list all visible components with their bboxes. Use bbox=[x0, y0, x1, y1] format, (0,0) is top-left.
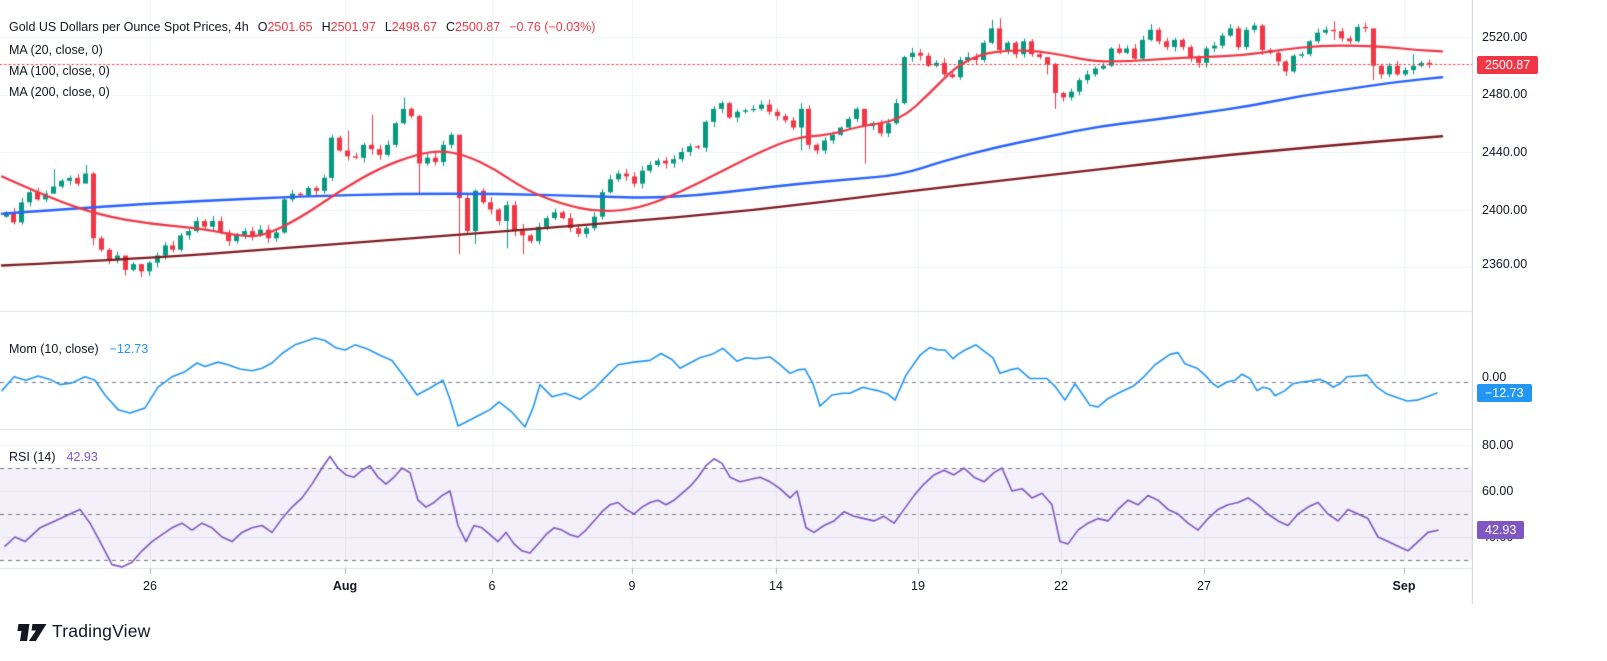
price-axis-label: 60.00 bbox=[1482, 484, 1514, 498]
footer: TradingView bbox=[0, 604, 1607, 661]
indicator-legend-ma20[interactable]: MA (20, close, 0) bbox=[9, 43, 103, 57]
indicator-legend-mom[interactable]: Mom (10, close) −12.73 bbox=[9, 342, 148, 356]
time-axis-label: 22 bbox=[1054, 579, 1068, 593]
price-axis[interactable]: 2500.87 −12.73 42.93 2520.00 2480.00 2440.… bbox=[1473, 0, 1607, 604]
mom-value-badge: −12.73 bbox=[1477, 384, 1532, 402]
price-axis-label: 0.00 bbox=[1482, 370, 1507, 384]
indicator-legend-ma200[interactable]: MA (200, close, 0) bbox=[9, 85, 110, 99]
tradingview-logo-text[interactable]: TradingView bbox=[52, 621, 151, 641]
time-axis-label: 9 bbox=[628, 579, 636, 593]
mom-value: −12.73 bbox=[109, 342, 149, 356]
ma200-label: MA (200, close, 0) bbox=[9, 85, 110, 99]
time-axis-label: Sep bbox=[1392, 579, 1416, 593]
time-axis-label: 27 bbox=[1197, 579, 1211, 593]
rsi-label: RSI (14) bbox=[9, 450, 56, 464]
ohlc-pair: H2501.97 bbox=[321, 20, 376, 34]
symbol-legend[interactable]: Gold US Dollars per Ounce Spot Prices, 4… bbox=[9, 20, 595, 34]
tradingview-logo-icon[interactable] bbox=[15, 620, 47, 646]
mom-label: Mom (10, close) bbox=[9, 342, 99, 356]
time-axis-label: 14 bbox=[769, 579, 783, 593]
price-axis-label: 80.00 bbox=[1482, 438, 1514, 452]
price-axis-label: 2360.00 bbox=[1482, 257, 1528, 271]
symbol-title: Gold US Dollars per Ounce Spot Prices, 4… bbox=[9, 20, 249, 34]
ohlc-pair: C2500.87 bbox=[445, 20, 501, 34]
price-axis-label: 2520.00 bbox=[1482, 30, 1528, 44]
indicator-legend-rsi[interactable]: RSI (14) 42.93 bbox=[9, 450, 98, 464]
change-value: −0.76 (−0.03%) bbox=[509, 20, 596, 34]
last-price-badge: 2500.87 bbox=[1477, 55, 1539, 74]
time-axis[interactable]: 26 Aug 6 9 14 19 22 27 Sep bbox=[0, 568, 1473, 604]
time-axis-label: 26 bbox=[143, 579, 157, 593]
price-axis-label: 2400.00 bbox=[1482, 203, 1528, 217]
price-axis-label: 2480.00 bbox=[1482, 87, 1528, 101]
time-axis-label: Aug bbox=[332, 579, 358, 593]
ohlc-values: O2501.65 H2501.97 L2498.67 C2500.87 bbox=[258, 20, 501, 34]
indicator-legend-ma100[interactable]: MA (100, close, 0) bbox=[9, 64, 110, 78]
ma100-label: MA (100, close, 0) bbox=[9, 64, 110, 78]
time-axis-label: 19 bbox=[911, 579, 925, 593]
time-axis-label: 6 bbox=[488, 579, 496, 593]
ohlc-pair: O2501.65 bbox=[257, 20, 313, 34]
ma20-label: MA (20, close, 0) bbox=[9, 43, 103, 57]
price-axis-label: 2440.00 bbox=[1482, 145, 1528, 159]
rsi-value: 42.93 bbox=[66, 450, 98, 464]
ohlc-pair: L2498.67 bbox=[384, 20, 437, 34]
rsi-value-badge: 42.93 bbox=[1477, 521, 1525, 539]
